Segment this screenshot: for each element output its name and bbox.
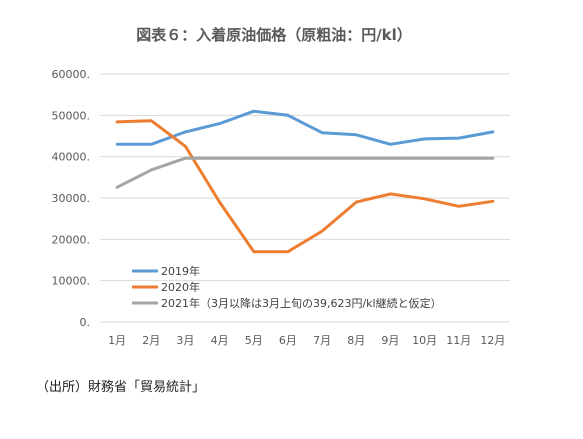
x-tick-label: 4月 bbox=[211, 334, 229, 347]
y-tick-label: 40000. bbox=[52, 151, 91, 164]
x-tick-label: 3月 bbox=[176, 334, 194, 347]
y-axis-tick-labels: 0. 10000. 20000. 30000. 40000. 50000. 60000. bbox=[52, 68, 91, 329]
legend: 2019年 2020年 2021年（3月以降は3月上旬の39,623円/kl継続と仮… bbox=[132, 264, 442, 310]
y-tick-label: 20000. bbox=[52, 233, 91, 246]
x-tick-label: 8月 bbox=[347, 334, 365, 347]
legend-label: 2021年（3月以降は3月上旬の39,623円/kl継続と仮定） bbox=[161, 296, 442, 310]
x-tick-label: 1月 bbox=[108, 334, 126, 347]
y-tick-label: 30000. bbox=[52, 192, 91, 205]
x-tick-label: 7月 bbox=[313, 334, 331, 347]
y-tick-label: 50000. bbox=[52, 109, 91, 122]
x-tick-label: 10月 bbox=[412, 334, 437, 347]
legend-label: 2019年 bbox=[161, 264, 200, 278]
x-tick-label: 5月 bbox=[245, 334, 263, 347]
y-tick-label: 0. bbox=[80, 316, 91, 329]
chart-title: 図表６：入着原油価格（原粗油：円/kl） bbox=[136, 26, 412, 44]
x-tick-label: 12月 bbox=[480, 334, 505, 347]
series-line-3 bbox=[115, 156, 495, 189]
x-axis-tick-labels: 1月 2月 3月 4月 5月 6月 7月 8月 9月 10月 11月 12月 bbox=[108, 334, 505, 347]
series-lines bbox=[115, 109, 495, 254]
series-line-1 bbox=[115, 109, 495, 146]
source-note: （出所）財務省「貿易統計」 bbox=[36, 380, 206, 395]
y-tick-label: 60000. bbox=[52, 68, 91, 81]
x-tick-label: 6月 bbox=[279, 334, 297, 347]
gridlines bbox=[100, 73, 510, 323]
y-tick-label: 10000. bbox=[52, 275, 91, 288]
series-line-2 bbox=[115, 119, 495, 254]
legend-label: 2020年 bbox=[161, 280, 200, 294]
x-tick-label: 11月 bbox=[446, 334, 471, 347]
x-tick-label: 2月 bbox=[142, 334, 160, 347]
x-tick-label: 9月 bbox=[381, 334, 399, 347]
